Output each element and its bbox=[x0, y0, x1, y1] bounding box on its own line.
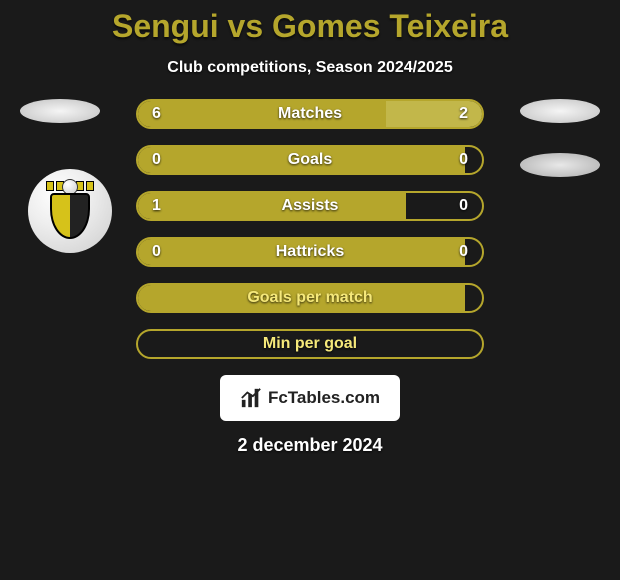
player-right-placeholder-2 bbox=[520, 153, 600, 177]
chart-icon bbox=[240, 387, 262, 409]
bar-row: Goals per match bbox=[136, 283, 484, 313]
comparison-chart: 6 2 Matches 0 0 Goals 1 0 Assists 0 0 Hattricks Goal… bbox=[0, 99, 620, 359]
bar-value-right: 0 bbox=[459, 151, 468, 169]
bars-container: 6 2 Matches 0 0 Goals 1 0 Assists 0 0 Hattricks Goal… bbox=[136, 99, 484, 359]
bar-label: Goals bbox=[288, 151, 332, 169]
bar-label: Min per goal bbox=[263, 335, 357, 353]
bar-row: 1 0 Assists bbox=[136, 191, 484, 221]
bar-row: 0 0 Goals bbox=[136, 145, 484, 175]
subtitle: Club competitions, Season 2024/2025 bbox=[0, 59, 620, 77]
bar-label: Matches bbox=[278, 105, 342, 123]
player-right-placeholder bbox=[520, 99, 600, 123]
bar-fill-left bbox=[138, 193, 406, 219]
bar-value-left: 0 bbox=[152, 243, 161, 261]
bar-value-right: 2 bbox=[459, 105, 468, 123]
bar-fill-left bbox=[138, 101, 386, 127]
bar-row: 0 0 Hattricks bbox=[136, 237, 484, 267]
club-crest-left bbox=[28, 169, 112, 253]
bar-row: 6 2 Matches bbox=[136, 99, 484, 129]
brand-badge: FcTables.com bbox=[220, 375, 400, 421]
bar-value-left: 0 bbox=[152, 151, 161, 169]
bar-row: Min per goal bbox=[136, 329, 484, 359]
bar-value-left: 6 bbox=[152, 105, 161, 123]
bar-value-right: 0 bbox=[459, 243, 468, 261]
brand-text: FcTables.com bbox=[268, 388, 380, 408]
bar-value-left: 1 bbox=[152, 197, 161, 215]
bar-label: Goals per match bbox=[247, 289, 372, 307]
bar-label: Assists bbox=[282, 197, 339, 215]
bar-label: Hattricks bbox=[276, 243, 344, 261]
bar-value-right: 0 bbox=[459, 197, 468, 215]
player-left-placeholder bbox=[20, 99, 100, 123]
page-title: Sengui vs Gomes Teixeira bbox=[0, 0, 620, 45]
date-text: 2 december 2024 bbox=[0, 435, 620, 456]
